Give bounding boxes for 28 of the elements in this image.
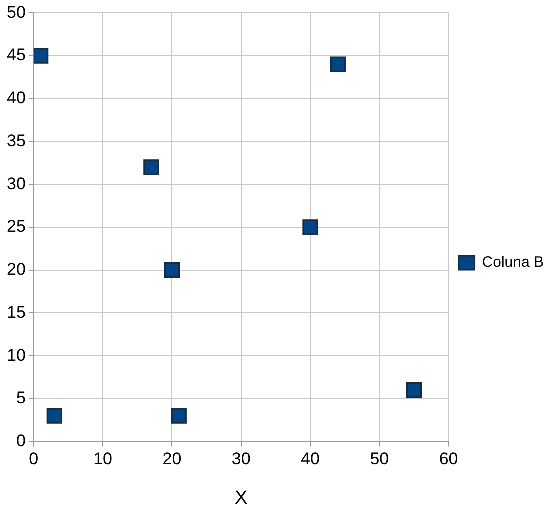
y-tick-label: 45	[6, 46, 26, 65]
y-tick-label: 35	[6, 131, 26, 150]
point	[406, 382, 422, 398]
x-tick-label: 20	[162, 450, 182, 469]
x-tick-label: 60	[439, 450, 458, 469]
y-tick-label: 40	[6, 88, 26, 108]
y-tick-label: 50	[6, 2, 26, 22]
point	[46, 408, 62, 424]
point	[164, 262, 180, 278]
x-tick-label: 0	[29, 450, 39, 469]
point	[171, 408, 187, 424]
legend-label: Coluna B	[482, 254, 544, 272]
point	[144, 160, 160, 176]
y-tick-label: 0	[16, 431, 26, 450]
y-tick-label: 30	[6, 174, 26, 194]
y-tick-label: 25	[6, 217, 26, 236]
x-axis-title: X	[235, 488, 248, 509]
y-tick-label: 15	[6, 302, 26, 322]
point	[330, 56, 346, 72]
x-tick-label: 10	[94, 450, 113, 469]
x-tick-label: 40	[301, 450, 320, 469]
x-tick-label: 30	[232, 450, 251, 469]
y-tick-label: 5	[16, 388, 26, 408]
y-tick-label: 10	[6, 346, 26, 365]
point	[34, 48, 49, 64]
point	[302, 220, 318, 236]
x-tick-label: 50	[370, 450, 390, 469]
y-tick-label: 20	[6, 260, 26, 280]
